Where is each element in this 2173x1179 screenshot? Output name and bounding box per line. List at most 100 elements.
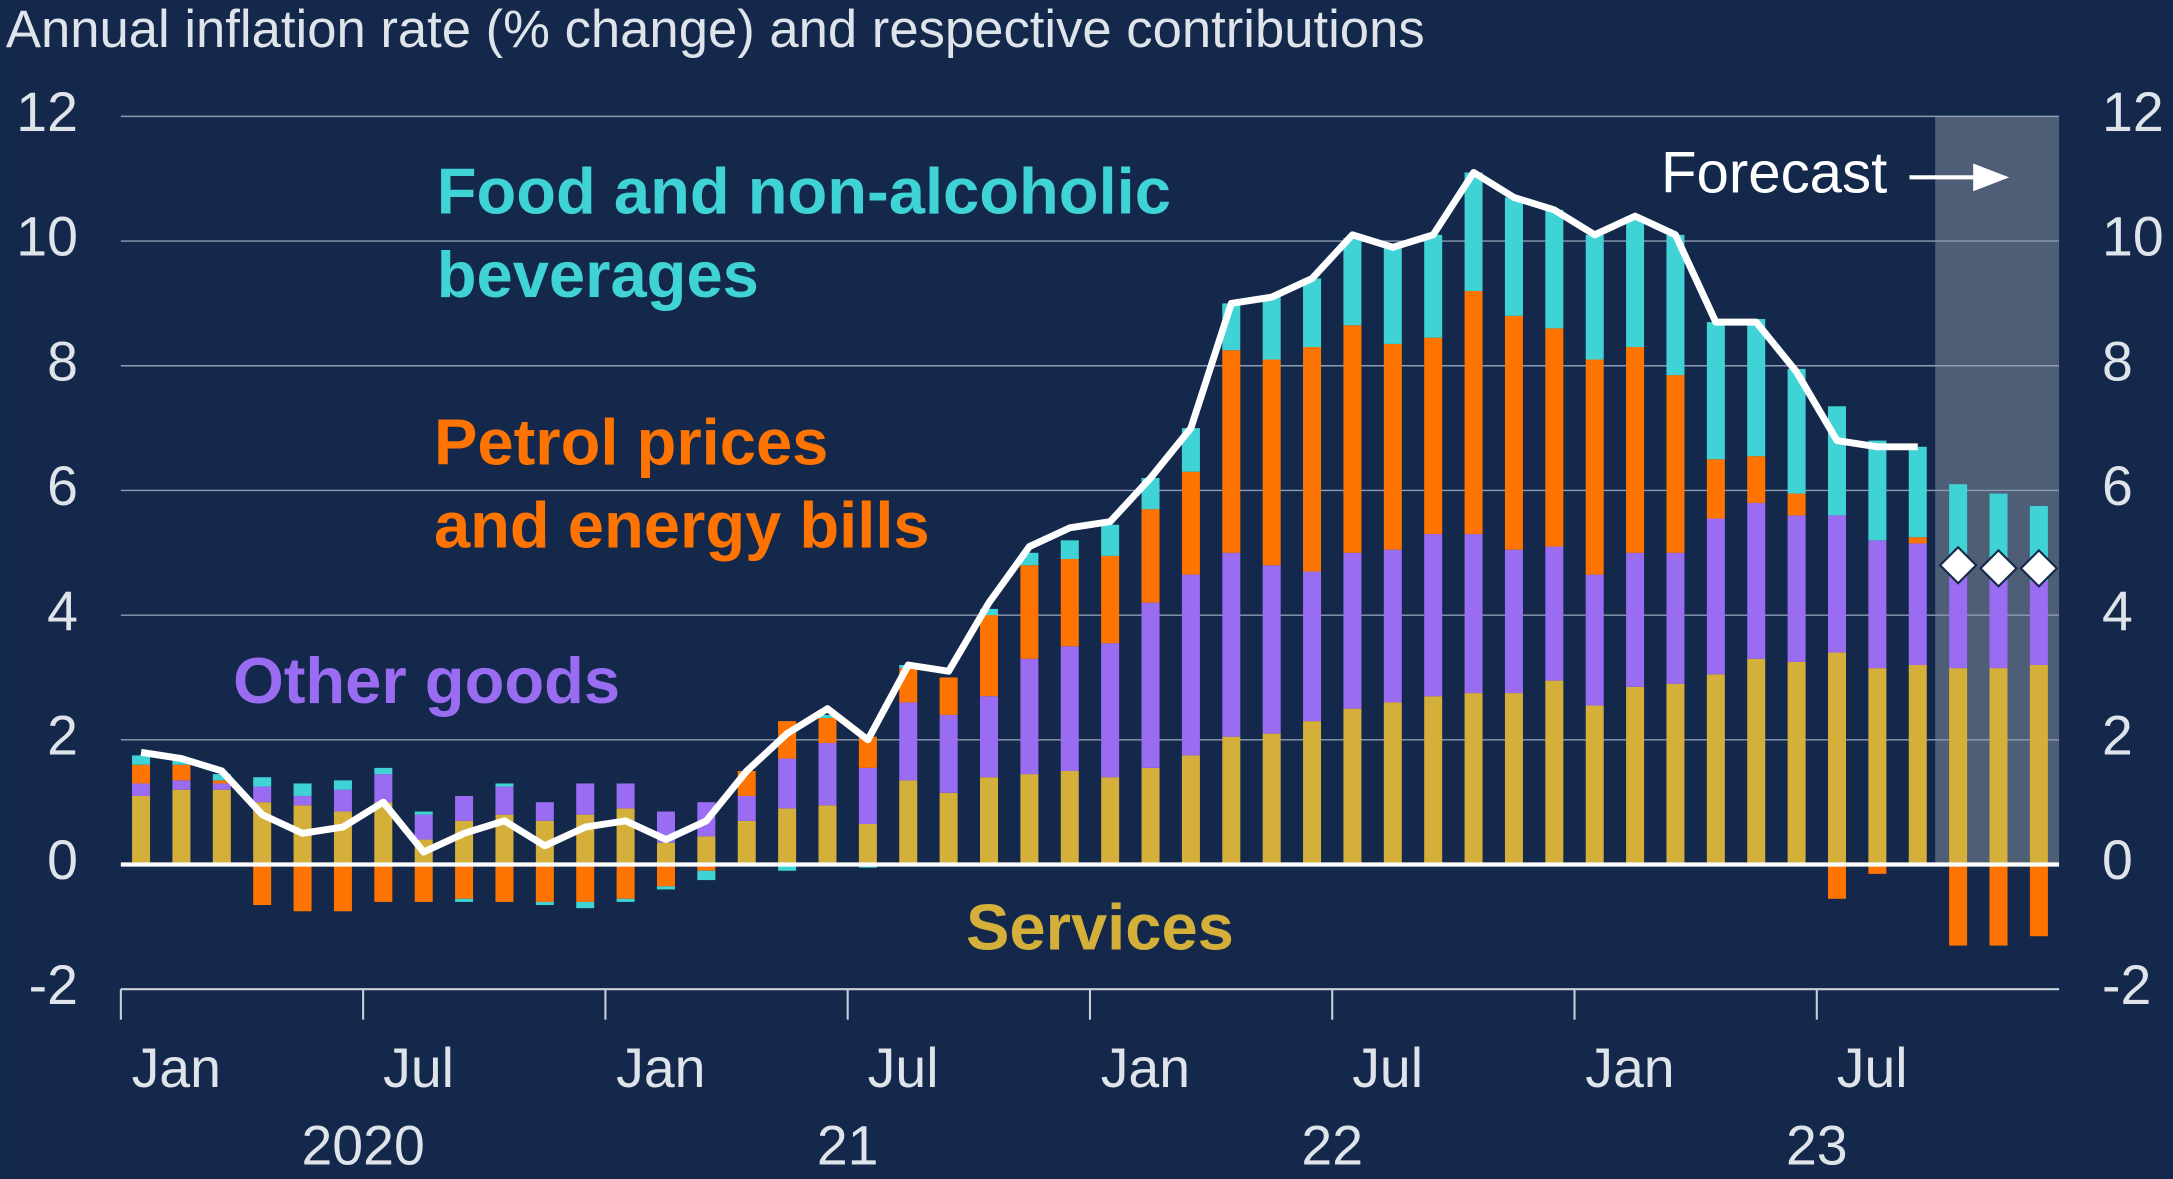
bar-segment: [939, 677, 958, 715]
bar-segment: [1343, 552, 1362, 709]
bar-segment: [1787, 661, 1806, 865]
bar-segment: [1626, 686, 1645, 865]
y-tick-label: 6: [47, 455, 78, 517]
y-tick-label: -2: [29, 954, 78, 1016]
bar-segment: [1706, 322, 1725, 460]
bar-segment: [455, 898, 474, 902]
bar-segment: [1343, 708, 1362, 865]
bar-segment: [1464, 534, 1483, 694]
y2-tick-label: -2: [2102, 954, 2151, 1016]
bar-segment: [1585, 234, 1604, 360]
x-tick-label: Jul: [383, 1037, 454, 1099]
bar-segment: [414, 814, 433, 840]
bar-segment: [333, 780, 352, 790]
bar-segment: [2029, 665, 2048, 865]
bar-segment: [1060, 559, 1079, 647]
bar-segment: [1424, 234, 1443, 338]
bar-segment: [656, 842, 675, 865]
bar-segment: [980, 696, 999, 778]
y2-tick-label: 2: [2102, 704, 2133, 766]
bar-segment: [1989, 864, 2008, 946]
bar-segment: [1868, 864, 1887, 874]
bar-segment: [1222, 736, 1241, 865]
y-tick-label: 0: [47, 829, 78, 891]
bar-segment: [1101, 777, 1120, 865]
bar-segment: [212, 783, 231, 790]
bar-segment: [1747, 318, 1766, 457]
bar-segment: [1666, 375, 1685, 553]
series-label: Other goods: [233, 644, 620, 717]
y2-tick-label: 12: [2102, 81, 2164, 143]
bar-segment: [1747, 502, 1766, 659]
year-label: 2020: [302, 1115, 425, 1177]
bar-segment: [1383, 247, 1402, 344]
y-tick-label: 8: [47, 330, 78, 392]
y2-tick-label: 8: [2102, 330, 2133, 392]
series-label: Petrol prices and energy bills: [434, 406, 930, 562]
bar-segment: [374, 774, 393, 803]
y-tick-label: 2: [47, 704, 78, 766]
y2-tick-label: 4: [2102, 580, 2133, 642]
bar-segment: [1545, 209, 1564, 329]
bar-segment: [980, 615, 999, 697]
bar-segment: [1949, 864, 1968, 946]
bar-segment: [1303, 721, 1322, 865]
bar-segment: [1060, 770, 1079, 865]
bar-segment: [414, 811, 433, 815]
bar-segment: [1303, 347, 1322, 572]
bar-segment: [1827, 652, 1846, 865]
bar-segment: [1424, 337, 1443, 535]
bar-segment: [2029, 864, 2048, 937]
chart-title: Annual inflation rate (% change) and res…: [6, 0, 1425, 59]
bar-segment: [899, 702, 918, 781]
bar-segment: [1424, 534, 1443, 697]
bar-segment: [374, 802, 393, 865]
bar-segment: [333, 864, 352, 912]
bar-segment: [293, 795, 312, 806]
bar-segment: [1060, 646, 1079, 771]
bar-segment: [495, 783, 514, 787]
bar-segment: [1666, 552, 1685, 684]
bar-segment: [1787, 368, 1806, 494]
bar-segment: [576, 864, 595, 902]
bar-segment: [1908, 543, 1927, 666]
bar-segment: [172, 789, 191, 865]
bar-segment: [132, 755, 151, 765]
bar-segment: [1020, 658, 1039, 775]
bar-segment: [374, 767, 393, 775]
bar-segment: [737, 820, 756, 865]
y-tick-label: 12: [16, 81, 78, 143]
bar-segment: [1504, 315, 1523, 550]
headline-line: [140, 169, 1918, 856]
bar-segment: [414, 864, 433, 902]
bar-segment: [939, 714, 958, 793]
bar-segment: [1787, 515, 1806, 662]
x-tick-label: Jan: [616, 1037, 705, 1099]
bar-segment: [1827, 406, 1846, 516]
bar-segment: [1626, 216, 1645, 348]
bar-segment: [899, 780, 918, 865]
x-tick-label: Jan: [1585, 1037, 1674, 1099]
bar-segment: [858, 767, 877, 824]
bar-segment: [455, 864, 474, 899]
x-tick-label: Jul: [1352, 1037, 1423, 1099]
bar-segment: [1868, 668, 1887, 865]
bar-segment: [1383, 549, 1402, 703]
bar-segment: [1101, 524, 1120, 556]
bar-segment: [1908, 537, 1927, 544]
bar-segment: [1181, 574, 1200, 756]
bar-segment: [374, 864, 393, 902]
forecast-point: [1938, 545, 1978, 585]
bar-segment: [1464, 172, 1483, 291]
bar-segment: [1666, 683, 1685, 865]
bar-segment: [697, 864, 716, 871]
bar-segment: [1706, 674, 1725, 865]
bar-segment: [1222, 552, 1241, 737]
y-tick-label: 10: [16, 206, 78, 268]
bar-segment: [616, 864, 635, 899]
bar-segment: [1949, 568, 1968, 669]
bar-segment: [1585, 705, 1604, 865]
bar-segment: [1303, 278, 1322, 348]
x-tick-label: Jul: [1837, 1037, 1908, 1099]
